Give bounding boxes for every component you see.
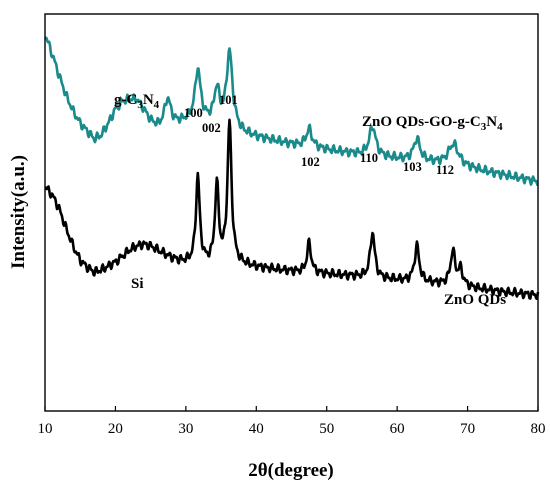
series-lines	[44, 36, 540, 300]
x-tick-label: 60	[390, 421, 405, 437]
series-line-0	[44, 36, 539, 186]
series-line-1	[44, 118, 540, 300]
peak-label-101: 101	[219, 93, 238, 107]
plot-frame	[44, 13, 539, 412]
x-axis-title: 2θ(degree)	[248, 460, 334, 481]
x-tick-label: 80	[531, 421, 546, 437]
x-tick-label: 30	[178, 421, 193, 437]
peak-label-112: 112	[436, 163, 454, 177]
peak-label-102: 102	[301, 155, 320, 169]
peak-label-002: 002	[202, 121, 221, 135]
zno-series-label: ZnO QDs	[444, 292, 506, 308]
peak-label-110: 110	[360, 151, 378, 165]
peak-label-100: 100	[184, 106, 203, 120]
x-tick-label: 20	[108, 421, 123, 437]
x-tick-label: 40	[249, 421, 264, 437]
composite-series-label: ZnO QDs-GO-g-C3N4	[362, 114, 503, 133]
gcn-label: g-C3N4	[114, 92, 160, 111]
x-tick-label: 50	[319, 421, 334, 437]
y-axis-title: Intensity(a.u.)	[8, 155, 29, 269]
x-axis: 10 20 30 40 50 60 70 80	[38, 406, 546, 437]
x-tick-label: 70	[460, 421, 475, 437]
x-tick-label: 10	[38, 421, 53, 437]
peak-label-103: 103	[403, 160, 422, 174]
si-label: Si	[131, 276, 144, 292]
